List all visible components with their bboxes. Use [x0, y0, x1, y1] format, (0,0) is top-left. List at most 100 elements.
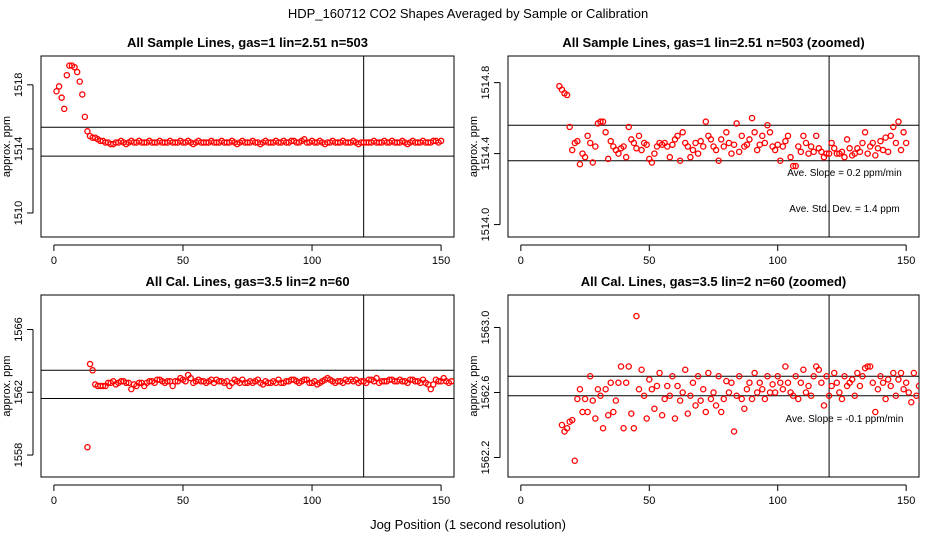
y-tick-label: 1566: [13, 317, 25, 341]
data-point: [699, 143, 707, 150]
data-point: [576, 160, 584, 168]
data-point: [748, 114, 756, 122]
data-point: [743, 141, 751, 148]
panel-title: All Cal. Lines, gas=3.5 lin=2 n=60 (zoom…: [581, 274, 847, 289]
data-point: [774, 141, 781, 148]
data-point: [584, 408, 591, 416]
x-tick-label: 150: [432, 495, 450, 507]
data-points: [558, 312, 919, 464]
data-points: [556, 82, 910, 170]
data-point: [753, 146, 761, 154]
data-point: [751, 369, 758, 377]
x-tick-label: 100: [303, 495, 321, 507]
data-point: [728, 379, 735, 386]
x-tick-label: 0: [518, 255, 524, 267]
data-point: [797, 379, 805, 386]
data-point: [802, 139, 810, 147]
data-point: [689, 379, 697, 386]
x-tick-label: 100: [769, 255, 787, 267]
data-point: [823, 372, 830, 380]
data-point: [905, 389, 912, 396]
data-point: [856, 382, 864, 390]
data-point: [782, 137, 789, 145]
data-point: [666, 153, 674, 161]
data-point: [879, 146, 887, 154]
data-point: [643, 415, 650, 422]
data-point: [735, 372, 743, 380]
data-point: [579, 408, 586, 416]
data-point: [784, 132, 792, 140]
x-tick-label: 0: [518, 495, 524, 507]
data-point: [679, 129, 686, 136]
data-point: [643, 141, 650, 148]
data-point: [797, 148, 805, 156]
chart-panel-3: All Cal. Lines, gas=3.5 lin=2 n=60 0 50 100…: [1, 274, 455, 507]
x-tick-label: 50: [177, 495, 189, 507]
data-point: [89, 367, 96, 374]
data-point: [753, 389, 761, 396]
x-tick-label: 150: [897, 495, 915, 507]
data-point: [859, 139, 866, 147]
y-tick-label: 1514.0: [480, 208, 492, 242]
data-point: [437, 137, 445, 145]
y-tick-label: 1563.0: [480, 311, 492, 345]
data-point: [122, 379, 130, 387]
figure-title: HDP_160712 CO2 Shapes Averaged by Sample…: [288, 6, 648, 21]
data-point: [81, 113, 89, 121]
data-point: [764, 121, 771, 129]
data-point: [884, 148, 892, 156]
data-point: [828, 382, 835, 390]
data-point: [79, 91, 86, 98]
data-point: [687, 392, 694, 399]
data-point: [373, 374, 380, 382]
data-point: [604, 411, 612, 419]
data-point: [841, 153, 848, 161]
data-point: [723, 129, 730, 136]
data-point: [707, 136, 715, 143]
data-point: [607, 379, 615, 386]
data-point: [771, 389, 779, 396]
data-point: [805, 150, 812, 157]
data-point: [594, 385, 602, 393]
panel-title: All Cal. Lines, gas=3.5 lin=2 n=60: [145, 274, 349, 289]
chart-panel-4: All Cal. Lines, gas=3.5 lin=2 n=60 (zoom…: [468, 274, 920, 507]
data-point: [717, 408, 725, 416]
data-point: [779, 385, 787, 393]
data-point: [856, 148, 864, 156]
data-point: [887, 382, 894, 390]
data-point: [86, 360, 94, 368]
data-point: [851, 392, 859, 399]
data-point: [769, 381, 776, 388]
data-point: [756, 141, 763, 148]
data-point: [674, 132, 681, 140]
data-point: [872, 152, 879, 159]
data-point: [818, 379, 825, 386]
data-point: [830, 145, 838, 152]
data-point: [84, 443, 91, 451]
y-tick-label: 1514.8: [480, 66, 492, 100]
data-point: [597, 392, 604, 399]
data-points: [84, 360, 454, 451]
data-point: [615, 150, 622, 157]
data-point: [746, 136, 753, 143]
data-points: [53, 62, 445, 148]
data-point: [890, 123, 897, 131]
data-point: [869, 379, 877, 386]
data-point: [913, 392, 919, 399]
data-point: [625, 123, 632, 131]
data-point: [882, 395, 889, 403]
y-tick-label: 1562: [13, 380, 25, 404]
data-point: [807, 143, 815, 150]
data-point: [730, 428, 738, 435]
plot-frame: [507, 55, 920, 238]
data-point: [725, 139, 733, 147]
data-point: [710, 389, 717, 396]
data-point: [782, 363, 789, 370]
data-point: [715, 157, 722, 164]
data-point: [848, 376, 856, 383]
data-point: [622, 153, 630, 161]
y-tick-label: 1514: [13, 137, 25, 161]
data-point: [699, 385, 707, 393]
data-point: [628, 410, 635, 417]
data-point: [666, 392, 674, 399]
